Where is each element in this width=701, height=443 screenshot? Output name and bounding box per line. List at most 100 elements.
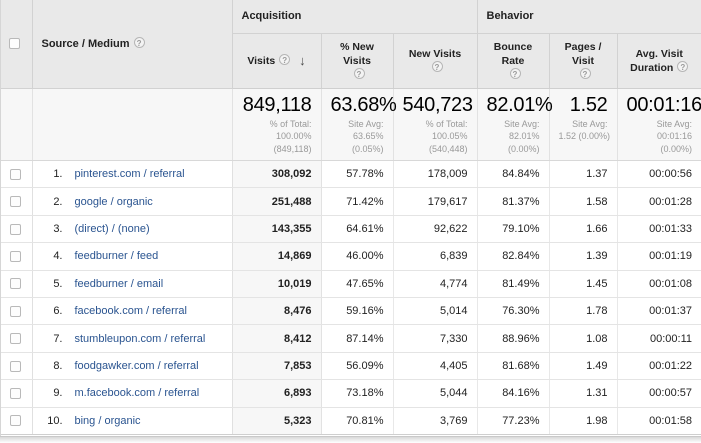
row-avg-visit-duration-value: 00:00:57 <box>617 379 701 408</box>
row-select-cell[interactable] <box>0 324 33 353</box>
help-icon-pages-per-visit[interactable]: ? <box>579 67 591 79</box>
totals-avg-visit-duration: 00:01:16 Site Avg: 00:01:16 (0.00%) <box>617 88 701 161</box>
sort-descending-icon[interactable]: ↓ <box>299 52 306 68</box>
source-medium-link[interactable]: (direct) / (none) <box>74 222 150 235</box>
table-row[interactable]: 7. stumbleupon.com / referral 8,412 87.14% 7… <box>0 324 701 353</box>
row-bounce-rate-value: 77.23% <box>477 407 550 435</box>
source-medium-cell: 3. (direct) / (none) <box>32 215 233 244</box>
row-checkbox[interactable] <box>10 196 22 208</box>
table-head: Source / Medium? Acquisition Behavior Vi… <box>0 0 701 89</box>
row-select-cell[interactable] <box>0 160 33 189</box>
source-medium-link[interactable]: foodgawker.com / referral <box>74 359 199 372</box>
help-icon-new-visits[interactable]: ? <box>431 60 443 72</box>
source-medium-link[interactable]: feedburner / feed <box>74 250 159 263</box>
row-pct-new-visits-value: 87.14% <box>321 324 394 353</box>
row-pct-new-visits-value: 56.09% <box>321 352 394 381</box>
row-avg-visit-duration-value: 00:00:56 <box>617 160 701 189</box>
row-avg-visit-duration-value: 00:01:37 <box>617 297 701 326</box>
totals-bounce-rate-sub-label: Site Avg: <box>504 118 540 129</box>
totals-checkbox-cell <box>0 88 33 161</box>
totals-visits: 849,118 % of Total: 100.00% (849,118) <box>232 88 322 161</box>
row-checkbox[interactable] <box>10 278 22 290</box>
table-row[interactable]: 6. facebook.com / referral 8,476 59.16% 5,01… <box>0 297 701 326</box>
row-select-cell[interactable] <box>0 297 33 326</box>
totals-visits-value: 849,118 <box>242 93 312 116</box>
row-visits-value: 251,488 <box>232 187 322 216</box>
totals-bounce-rate-sub-value: 82.01% <box>508 131 540 141</box>
source-medium-link[interactable]: bing / organic <box>74 414 141 427</box>
row-bounce-rate-value: 81.37% <box>477 187 550 216</box>
source-medium-link[interactable]: pinterest.com / referral <box>74 168 185 181</box>
table-row[interactable]: 4. feedburner / feed 14,869 46.00% 6,839 82.8… <box>0 242 701 271</box>
table-row[interactable]: 10. bing / organic 5,323 70.81% 3,769 77.23% 1… <box>0 407 701 435</box>
row-new-visits-value: 179,617 <box>393 187 478 216</box>
totals-visits-sub-value: 100.00% <box>275 131 312 141</box>
help-icon-avg-visit-duration[interactable]: ? <box>677 60 689 72</box>
help-icon-pct-new-visits[interactable]: ? <box>353 67 365 79</box>
row-select-cell[interactable] <box>0 187 33 216</box>
row-select-cell[interactable] <box>0 270 33 298</box>
source-medium-link[interactable]: feedburner / email <box>74 277 164 290</box>
help-icon-bounce-rate[interactable]: ? <box>509 67 521 79</box>
row-pct-new-visits-value: 73.18% <box>321 379 394 408</box>
table-row[interactable]: 9. m.facebook.com / referral 6,893 73.18% 5,… <box>0 379 701 408</box>
table-row[interactable]: 1. pinterest.com / referral 308,092 57.78% 1… <box>0 160 701 189</box>
row-pct-new-visits-value: 46.00% <box>321 242 394 271</box>
row-checkbox[interactable] <box>10 360 22 372</box>
dimension-header-cell[interactable]: Source / Medium? <box>32 0 233 89</box>
column-header-pct-new-visits[interactable]: % New Visits? <box>321 33 394 89</box>
row-checkbox[interactable] <box>10 223 22 235</box>
group-header-acquisition: Acquisition <box>232 0 478 34</box>
column-header-pages-per-visit[interactable]: Pages / Visit? <box>549 33 618 89</box>
row-select-cell[interactable] <box>0 352 33 381</box>
row-visits-value: 10,019 <box>232 270 322 298</box>
row-select-cell[interactable] <box>0 215 33 244</box>
source-medium-link[interactable]: m.facebook.com / referral <box>74 387 200 400</box>
row-checkbox[interactable] <box>10 333 22 345</box>
column-header-avg-visit-duration-label: Avg. Visit Duration <box>630 47 683 74</box>
row-pages-per-visit-value: 1.39 <box>549 242 618 271</box>
table-row[interactable]: 2. google / organic 251,488 71.42% 179,617 81… <box>0 187 701 216</box>
source-medium-link[interactable]: stumbleupon.com / referral <box>74 332 206 345</box>
row-avg-visit-duration-value: 00:01:19 <box>617 242 701 271</box>
row-select-cell[interactable] <box>0 407 33 435</box>
source-medium-cell: 4. feedburner / feed <box>32 242 233 271</box>
row-checkbox[interactable] <box>10 168 22 180</box>
group-header-behavior: Behavior <box>477 0 701 34</box>
row-visits-value: 143,355 <box>232 215 322 244</box>
row-new-visits-value: 6,839 <box>393 242 478 271</box>
group-header-acquisition-label: Acquisition <box>241 10 302 23</box>
source-medium-link[interactable]: facebook.com / referral <box>74 305 188 318</box>
totals-avg-visit-duration-value: 00:01:16 <box>626 93 701 116</box>
row-pages-per-visit-value: 1.45 <box>549 270 618 298</box>
horizontal-scrollbar[interactable] <box>0 436 701 443</box>
row-checkbox[interactable] <box>10 387 22 399</box>
column-header-new-visits[interactable]: New Visits? <box>393 33 478 89</box>
column-header-bounce-rate[interactable]: Bounce Rate? <box>477 33 550 89</box>
source-medium-link[interactable]: google / organic <box>74 195 153 208</box>
totals-visits-sub-paren: (849,118) <box>273 143 312 154</box>
row-pages-per-visit-value: 1.98 <box>549 407 618 435</box>
source-medium-cell: 6. facebook.com / referral <box>32 297 233 326</box>
select-all-header-cell[interactable] <box>0 0 33 89</box>
row-checkbox[interactable] <box>10 250 22 262</box>
table-row[interactable]: 3. (direct) / (none) 143,355 64.61% 92,622 79… <box>0 215 701 244</box>
row-checkbox[interactable] <box>10 415 22 427</box>
help-icon-visits[interactable]: ? <box>279 53 291 65</box>
column-header-visits[interactable]: Visits? ↓ <box>232 33 322 89</box>
row-checkbox[interactable] <box>10 305 22 317</box>
help-icon-dimension[interactable]: ? <box>133 37 145 49</box>
row-pct-new-visits-value: 71.42% <box>321 187 394 216</box>
totals-avg-visit-duration-sub-label: Site Avg: <box>656 118 692 129</box>
row-select-cell[interactable] <box>0 242 33 271</box>
row-select-cell[interactable] <box>0 379 33 408</box>
totals-visits-sub-label: % of Total: <box>269 118 312 129</box>
totals-pages-per-visit-value: 1.52 <box>569 93 608 116</box>
column-header-avg-visit-duration[interactable]: Avg. Visit Duration? <box>617 33 701 89</box>
select-all-checkbox[interactable] <box>9 38 20 50</box>
totals-new-visits-sub-label: % of Total: <box>425 118 468 129</box>
table-row[interactable]: 5. feedburner / email 10,019 47.65% 4,774 81.… <box>0 270 701 298</box>
table-row[interactable]: 8. foodgawker.com / referral 7,853 56.09% 4,… <box>0 352 701 381</box>
